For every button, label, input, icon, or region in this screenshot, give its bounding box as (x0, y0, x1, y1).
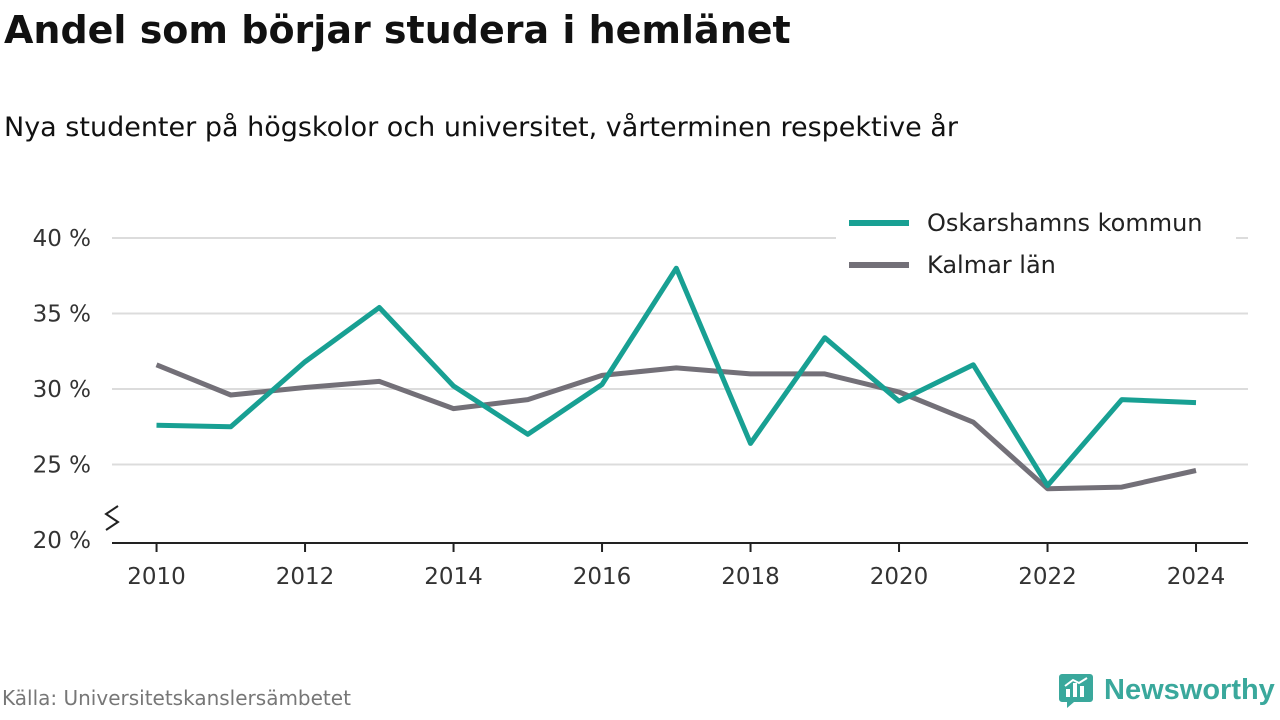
y-tick-label: 20 % (33, 528, 91, 554)
x-tick-label: 2020 (870, 564, 929, 590)
brand-name: Newsworthy (1104, 673, 1275, 706)
x-tick-label: 2018 (721, 564, 780, 590)
legend-label: Kalmar län (927, 251, 1056, 279)
y-tick-label: 30 % (33, 377, 91, 403)
x-tick-label: 2022 (1018, 564, 1077, 590)
series-line-oskarshamns-kommun (156, 265, 1197, 489)
legend-background (836, 202, 1236, 290)
legend: Oskarshamns kommun Kalmar län (836, 202, 1236, 290)
axis-break-icon (104, 505, 120, 531)
x-axis: 2010 2012 2014 2016 2018 2020 2022 2024 (112, 542, 1248, 590)
series-line-kalmar-l-n (155, 362, 1197, 492)
x-tick-label: 2010 (127, 564, 186, 590)
legend-label: Oskarshamns kommun (927, 209, 1203, 237)
bar-chart-speech-bubble-icon (1059, 674, 1093, 708)
chart-subtitle: Nya studenter på högskolor och universit… (4, 112, 958, 143)
y-axis: 20 % 25 % 30 % 35 % 40 % (33, 226, 120, 554)
x-tick-label: 2024 (1167, 564, 1226, 590)
brand-logo: Newsworthy (1058, 672, 1275, 708)
series-group (155, 265, 1197, 492)
x-tick-label: 2012 (276, 564, 335, 590)
source-text: Källa: Universitetskanslersämbetet (2, 686, 351, 710)
y-tick-label: 25 % (33, 453, 91, 479)
y-tick-label: 40 % (33, 226, 91, 252)
x-tick-label: 2014 (424, 564, 483, 590)
x-tick-label: 2016 (573, 564, 632, 590)
chart-title: Andel som börjar studera i hemlänet (4, 8, 791, 52)
y-tick-label: 35 % (33, 302, 91, 328)
